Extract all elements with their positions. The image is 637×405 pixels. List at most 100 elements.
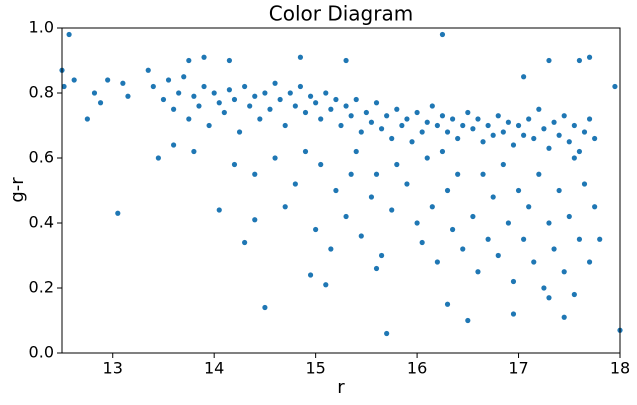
chart-title: Color Diagram [269,2,413,26]
point [465,317,471,324]
point [282,204,288,210]
point [444,129,451,135]
point [302,148,309,155]
point [581,129,588,135]
x-tick-label: 14 [204,359,224,378]
point [404,116,410,122]
point [287,90,293,96]
point [490,194,496,200]
point [145,67,151,73]
point [521,236,527,242]
point [378,252,385,259]
point [480,139,486,145]
point [297,54,304,60]
point [439,148,446,155]
point [475,269,481,275]
y-tick-label: 0.8 [29,83,54,102]
point [510,142,517,148]
y-tick-label: 0.0 [29,343,54,362]
point [226,57,232,64]
x-tick-label: 13 [103,359,123,378]
point [429,103,435,109]
point [171,106,177,112]
point [460,246,466,252]
point [61,83,67,90]
point [576,236,583,242]
point [272,155,278,161]
point [313,100,319,106]
point [191,148,197,155]
point [571,155,577,161]
point [307,272,314,278]
point [105,77,111,83]
point [358,129,364,135]
point [353,96,359,103]
point [343,103,349,109]
point [226,87,232,93]
x-tick-label: 17 [508,359,528,378]
point [566,139,572,145]
point [490,132,496,138]
point [384,113,390,119]
point [353,148,359,155]
point [546,57,552,64]
point [257,116,263,122]
point [515,187,522,194]
point [165,77,172,83]
point [186,116,192,122]
point [561,269,567,275]
y-tick-label: 0.4 [29,213,54,232]
point [470,213,476,220]
point [419,129,425,135]
point [318,116,324,122]
point [333,187,339,194]
plot-frame [61,27,621,354]
point [318,161,324,168]
point [460,122,466,129]
x-tick-label: 16 [407,359,427,378]
point [262,90,268,96]
point [551,246,557,252]
point [363,109,369,116]
point [541,285,547,291]
point [480,171,486,177]
point [252,171,258,177]
point [556,132,562,138]
point [368,194,375,200]
point [313,226,319,233]
point [282,122,288,129]
point [510,278,517,285]
point [399,122,405,129]
point [419,239,425,246]
point [378,126,385,132]
point [485,236,491,242]
point [586,259,593,265]
point [252,93,258,99]
point [373,265,380,272]
point [343,213,349,220]
point [586,116,593,122]
point [521,74,527,80]
point [384,330,390,337]
point [216,100,222,106]
point [571,122,577,129]
point [450,226,456,233]
point [155,155,161,161]
point [333,96,339,103]
point [592,204,598,210]
point [571,291,577,298]
point [470,126,476,132]
point [581,181,588,187]
point [150,83,156,90]
point [455,171,461,177]
point [201,54,207,60]
point [242,239,248,246]
point [510,311,517,317]
point [211,90,217,96]
point [389,135,395,142]
point [526,204,532,210]
point [160,96,167,103]
point [236,129,243,135]
point [439,31,446,38]
